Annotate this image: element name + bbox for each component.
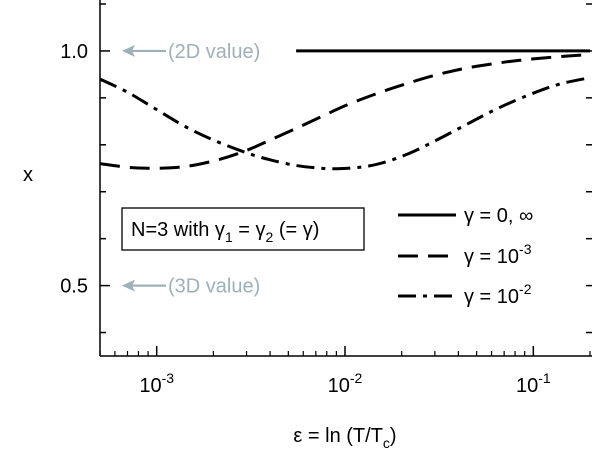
series-lines	[99, 49, 591, 171]
legend: γ = 0, ∞ γ = 10-3 γ = 10-2	[398, 205, 533, 308]
tick-labels: 10-3 10-2 10-1 0.5 1.0	[60, 41, 551, 397]
series-line-dashdot	[99, 76, 591, 171]
annotation-arrow-head	[122, 44, 135, 57]
y-tick-label: 0.5	[60, 276, 88, 298]
y-tick-label: 1.0	[60, 41, 88, 63]
note-box-text: N=3 with γ1 = γ2 (= γ)	[131, 219, 319, 245]
annotation-text: (2D value)	[168, 41, 260, 63]
note-box-frame	[121, 207, 365, 251]
annotation-text: (3D value)	[168, 276, 260, 298]
x-tick-label: 10-3	[139, 370, 174, 397]
x-axis-label: ε = ln (T/Tc)	[293, 425, 396, 451]
annotations: (2D value) (3D value)	[122, 41, 260, 298]
axis-ticks	[99, 3, 592, 356]
note-box: N=3 with γ1 = γ2 (= γ)	[121, 207, 365, 251]
legend-label: γ = 0, ∞	[464, 205, 533, 227]
axis-labels: ε = ln (T/Tc) x	[23, 164, 397, 451]
x-tick-label: 10-1	[516, 370, 551, 397]
y-axis-label: x	[23, 164, 33, 186]
legend-label: γ = 10-3	[464, 241, 532, 268]
legend-label: γ = 10-2	[464, 281, 532, 308]
annotation-arrow-head	[122, 279, 135, 292]
x-tick-label: 10-2	[328, 370, 363, 397]
series-line-dashed	[99, 53, 591, 170]
plot-frame	[99, 0, 592, 357]
